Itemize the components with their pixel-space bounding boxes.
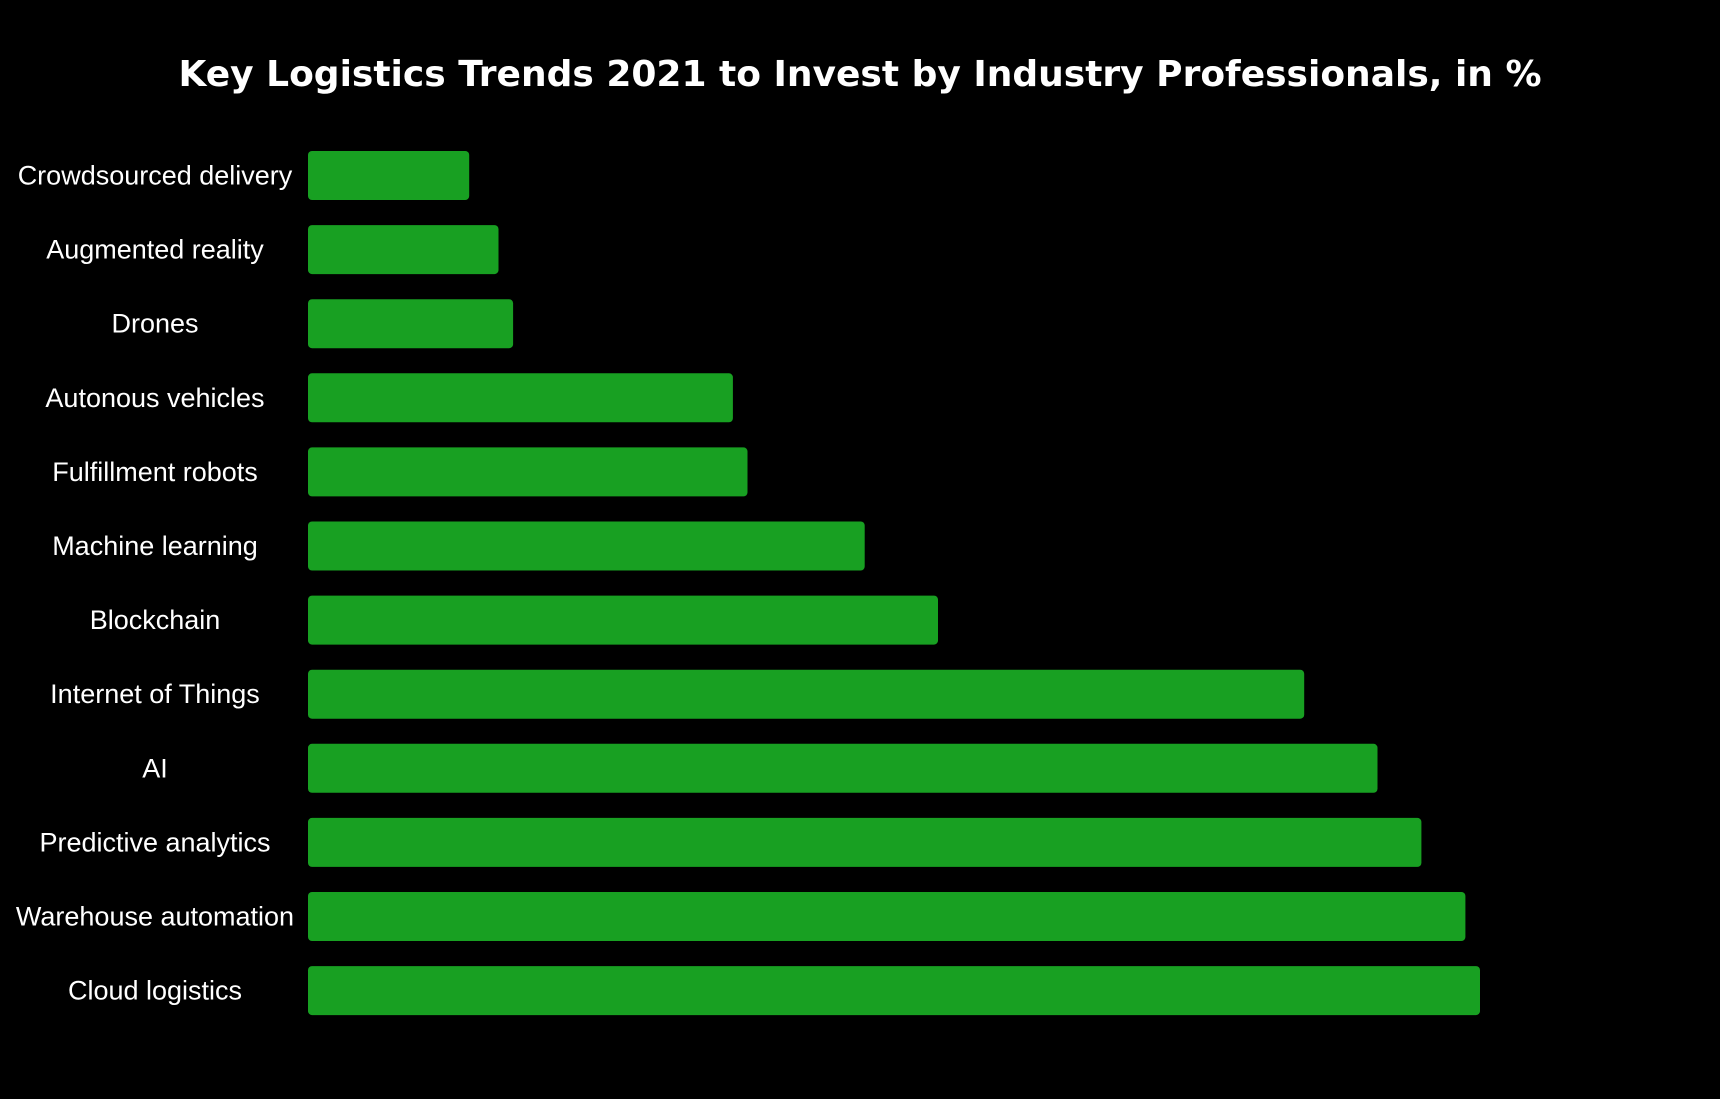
bar-0: [308, 151, 470, 200]
category-label-5: Machine learning: [52, 531, 258, 561]
bar-10: [308, 892, 1466, 941]
category-label-8: AI: [142, 753, 168, 783]
bar-3: [308, 373, 733, 423]
bar-11: [308, 966, 1480, 1016]
category-labels: Crowdsourced delivery Augmented reality Dr…: [16, 161, 294, 1006]
category-label-3: Autonous vehicles: [45, 383, 264, 413]
bar-5: [308, 521, 865, 571]
category-label-1: Augmented reality: [46, 235, 264, 265]
bar-2: [308, 299, 514, 349]
category-label-6: Blockchain: [90, 605, 221, 635]
category-label-0: Crowdsourced delivery: [18, 161, 293, 191]
category-label-7: Internet of Things: [50, 679, 260, 709]
chart-title: Key Logistics Trends 2021 to Invest by I…: [178, 54, 1541, 95]
bar-1: [308, 225, 499, 275]
bar-7: [308, 669, 1305, 719]
category-label-4: Fulfillment robots: [52, 457, 258, 487]
bar-9: [308, 817, 1422, 867]
bars: [308, 151, 1480, 1016]
bar-8: [308, 743, 1378, 793]
category-label-10: Warehouse automation: [16, 902, 294, 932]
bar-6: [308, 595, 938, 645]
category-label-11: Cloud logistics: [68, 976, 242, 1006]
category-label-2: Drones: [111, 309, 198, 339]
bar-4: [308, 447, 748, 497]
category-label-9: Predictive analytics: [39, 827, 270, 857]
